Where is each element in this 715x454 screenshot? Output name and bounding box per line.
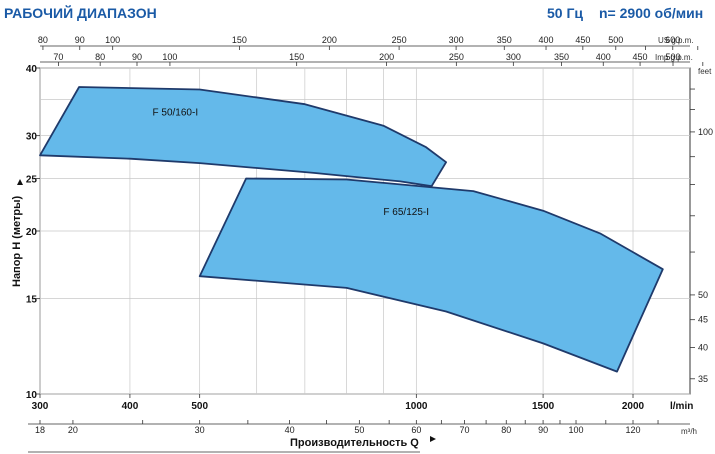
- m3h-tick-label: 80: [501, 425, 511, 435]
- x-axis-arrow-icon: [430, 436, 436, 442]
- m3h-tick-label: 30: [195, 425, 205, 435]
- us-gpm-tick-label: 150: [232, 35, 247, 45]
- m3h-tick-label: 70: [460, 425, 470, 435]
- series-areas: F 50/160-I F 65/125-I: [39, 86, 664, 373]
- series-label: F 50/160-I: [153, 107, 199, 118]
- x-tick-label: 500: [191, 401, 208, 412]
- imp-gpm-tick-label: 70: [53, 52, 63, 62]
- us-gpm-tick-label: 90: [75, 35, 85, 45]
- imp-gpm-tick-label: 500: [665, 52, 680, 62]
- m3h-tick-label: 90: [538, 425, 548, 435]
- imp-gpm-unit: Imp g.p.m.: [655, 53, 693, 62]
- us-gpm-tick-label: 500: [608, 35, 623, 45]
- us-gpm-tick-label: 400: [539, 35, 554, 45]
- y-tick-label: 40: [26, 64, 38, 75]
- imp-gpm-tick-label: 200: [379, 52, 394, 62]
- x-tick-label: 1500: [532, 401, 555, 412]
- frequency-label: 50 Гц: [547, 5, 583, 21]
- chart-title: РАБОЧИЙ ДИАПАЗОН: [4, 4, 157, 21]
- m3h-tick-label: 120: [625, 425, 640, 435]
- imp-gpm-tick-label: 350: [554, 52, 569, 62]
- imp-gpm-tick-label: 250: [449, 52, 464, 62]
- us-gpm-tick-label: 80: [38, 35, 48, 45]
- x-tick-label: 400: [122, 401, 139, 412]
- y-axis-ticks: 10 15 20 25 30 40: [26, 64, 40, 401]
- us-gpm-tick-label: 600: [665, 35, 680, 45]
- imp-gpm-tick-label: 150: [289, 52, 304, 62]
- y-tick-label: 25: [26, 175, 38, 186]
- feet-tick-label: 100: [698, 127, 713, 137]
- x-tick-label: 300: [32, 401, 49, 412]
- series-area: [198, 177, 664, 373]
- feet-axis-ticks: 35 40 45 50 100: [690, 88, 713, 384]
- imp-gpm-tick-label: 90: [132, 52, 142, 62]
- m3h-tick-label: 18: [35, 425, 45, 435]
- us-gpm-tick-label: 250: [392, 35, 407, 45]
- m3h-tick-label: 20: [68, 425, 78, 435]
- m3h-tick-label: 60: [411, 425, 421, 435]
- feet-tick-label: 40: [698, 342, 708, 352]
- m3h-unit: m³/h: [681, 427, 697, 436]
- speed-label: n= 2900 об/мин: [599, 5, 703, 21]
- us-gpm-tick-label: 100: [105, 35, 120, 45]
- m3h-tick-label: 40: [285, 425, 295, 435]
- x-tick-label: 2000: [622, 401, 645, 412]
- feet-tick-label: 50: [698, 290, 708, 300]
- us-gpm-tick-label: 350: [497, 35, 512, 45]
- imp-gpm-tick-label: 400: [596, 52, 611, 62]
- series-label: F 65/125-I: [383, 207, 429, 218]
- y-axis-arrow-icon: [17, 179, 23, 185]
- feet-tick-label: 45: [698, 315, 708, 325]
- y-axis-label: Напор H (метры): [11, 196, 23, 287]
- m3h-tick-label: 50: [354, 425, 364, 435]
- x-unit-lmin: l/min: [670, 401, 693, 412]
- series-area: [39, 86, 447, 188]
- y-tick-label: 10: [26, 390, 38, 401]
- m3h-axis-ticks: 18 20 30 40 50 60 70 80 90 100 120: [35, 420, 659, 435]
- us-gpm-tick-label: 450: [575, 35, 590, 45]
- imp-gpm-tick-label: 100: [162, 52, 177, 62]
- y-tick-label: 30: [26, 132, 38, 143]
- imp-gpm-tick-label: 80: [95, 52, 105, 62]
- imp-gpm-tick-label: 450: [633, 52, 648, 62]
- feet-unit: feet: [698, 67, 712, 76]
- x-tick-label: 1000: [405, 401, 428, 412]
- imp-gpm-tick-label: 300: [506, 52, 521, 62]
- m3h-tick-label: 100: [569, 425, 584, 435]
- top-axes: US g.p.m. Imp g.p.m. 80 90 100 150 200 250 300…: [38, 35, 704, 66]
- us-gpm-tick-label: 200: [322, 35, 337, 45]
- feet-tick-label: 35: [698, 374, 708, 384]
- us-gpm-tick-label: 300: [449, 35, 464, 45]
- x-axis-ticks: 300 400 500 1000 1500 2000: [32, 394, 645, 412]
- y-tick-label: 15: [26, 295, 38, 306]
- us-gpm-unit: US g.p.m.: [658, 36, 694, 45]
- y-tick-label: 20: [26, 227, 38, 238]
- x-axis-label: Производительность Q: [290, 437, 419, 449]
